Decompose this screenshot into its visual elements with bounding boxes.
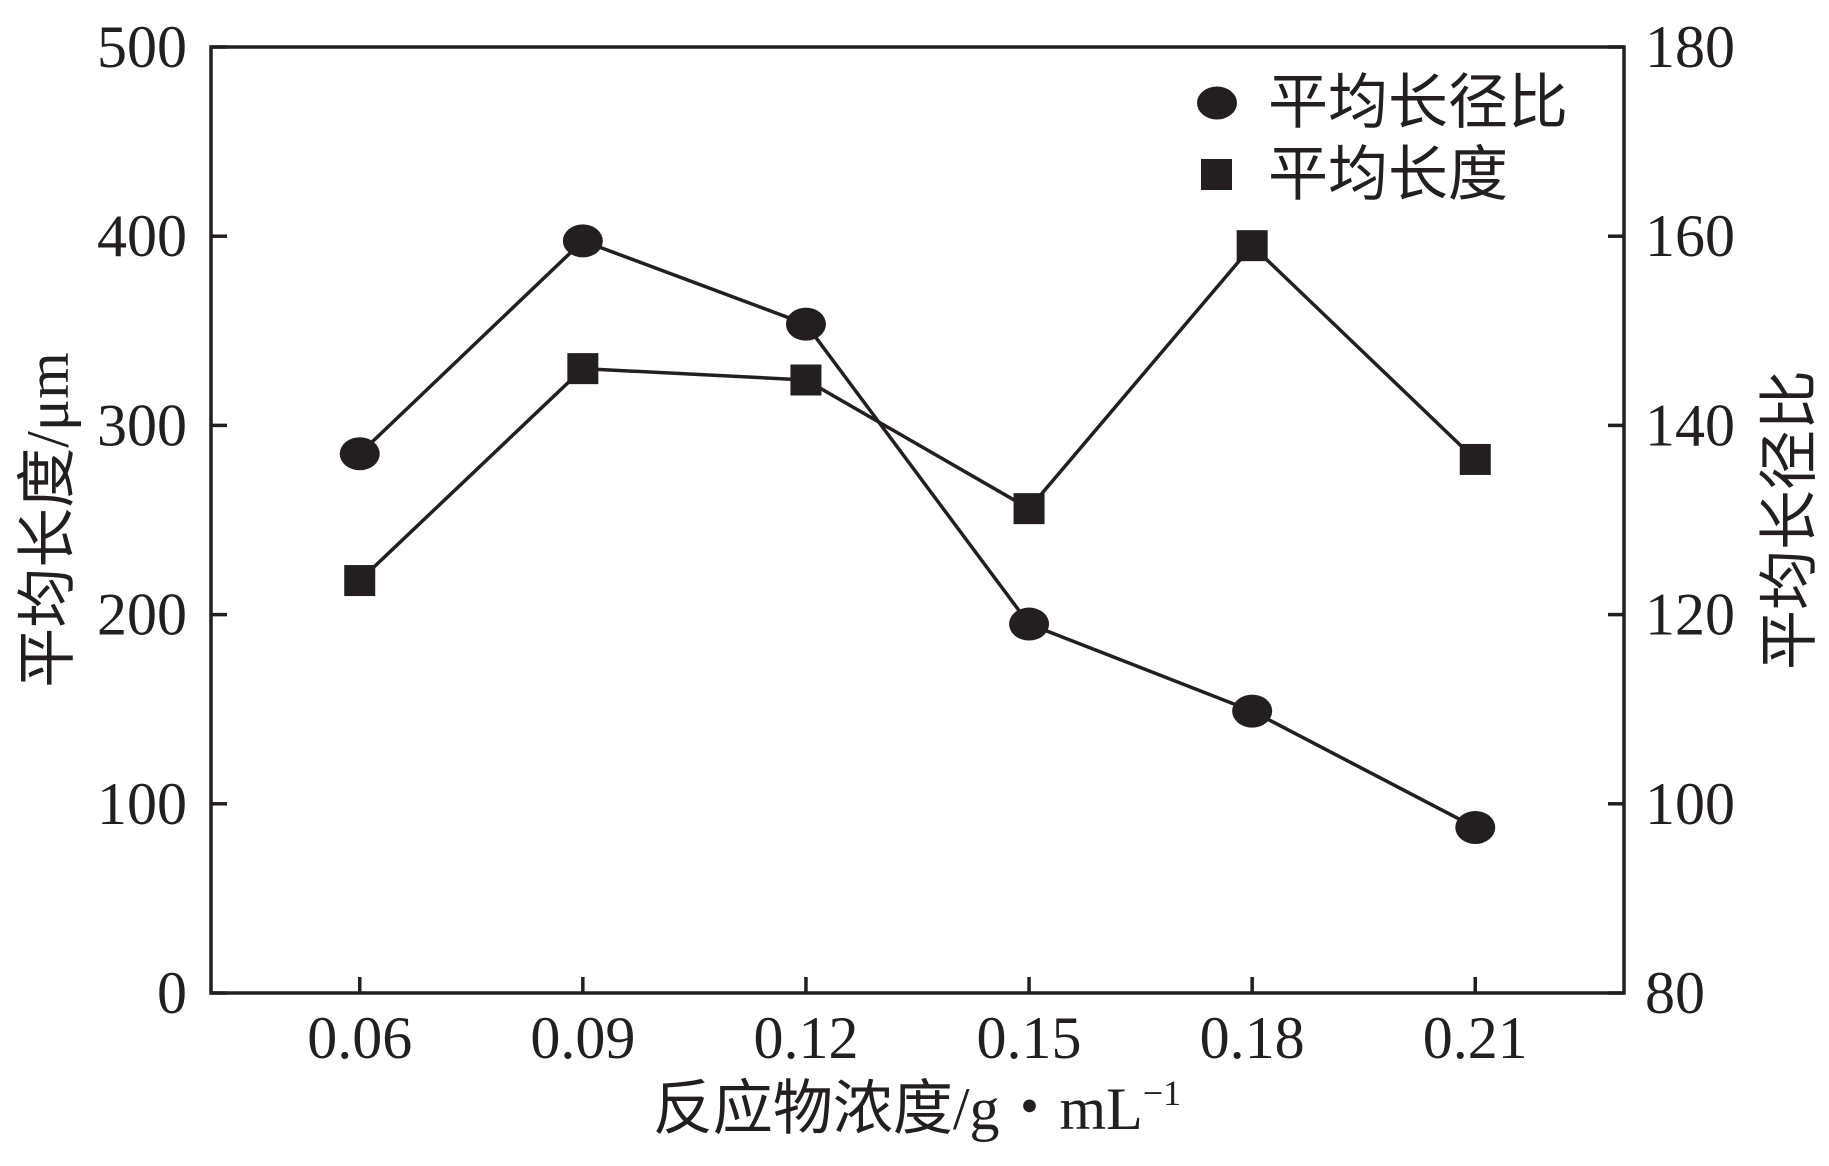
square-data-point (344, 565, 376, 597)
circle-data-point (1009, 607, 1050, 641)
square-data-point (1013, 493, 1045, 525)
y2-tick-label: 180 (1645, 14, 1735, 80)
plot-frame (209, 45, 1626, 995)
square-series-line (358, 243, 1477, 582)
y2-tick-label: 160 (1645, 203, 1735, 269)
circle-data-point (339, 437, 380, 471)
circle-data-point (1455, 810, 1496, 844)
square-data-point (567, 353, 599, 385)
square-data-point (1459, 443, 1491, 475)
square-data-point (1236, 230, 1268, 262)
y-tick-label: 100 (97, 771, 187, 837)
circle-data-point (1232, 694, 1273, 728)
x-axis-label: 反应物浓度/g・mL−1 (653, 1073, 1181, 1142)
axis-ticks: 0 100 200 300 400 500 80 100 120 140 160 180 0.06 0.0… (97, 14, 1735, 1071)
x-axis-label-text: 反应物浓度/g・mL (653, 1076, 1143, 1142)
x-tick-label: 0.15 (977, 1005, 1082, 1071)
circle-series-line (358, 239, 1477, 830)
x-tick-label: 0.21 (1423, 1005, 1528, 1071)
x-tick-label: 0.18 (1200, 1005, 1305, 1071)
legend-circle-marker (1197, 86, 1237, 120)
series-lines (358, 239, 1477, 830)
y2-tick-label: 120 (1645, 582, 1735, 648)
y-tick-label: 200 (97, 582, 187, 648)
legend: 平均长径比 平均长度 (1197, 70, 1568, 208)
legend-square-marker (1201, 159, 1232, 190)
square-data-point (790, 364, 822, 396)
y-tick-label: 500 (97, 14, 187, 80)
circle-data-point (785, 307, 826, 341)
series-markers (339, 224, 1496, 844)
y2-tick-label: 100 (1645, 771, 1735, 837)
x-tick-label: 0.09 (530, 1005, 635, 1071)
circle-data-point (562, 224, 603, 258)
legend-label: 平均长度 (1268, 142, 1508, 208)
y-tick-label: 0 (157, 960, 187, 1026)
y2-tick-label: 80 (1645, 960, 1705, 1026)
legend-label: 平均长径比 (1268, 70, 1568, 136)
y2-tick-label: 140 (1645, 392, 1735, 458)
y2-axis-label: 平均长径比 (1757, 370, 1823, 670)
y-axis-label: 平均长度/μm (15, 352, 81, 688)
x-tick-label: 0.12 (753, 1005, 858, 1071)
x-tick-label: 0.06 (307, 1005, 412, 1071)
y-tick-label: 300 (97, 392, 187, 458)
y-tick-label: 400 (97, 203, 187, 269)
x-axis-label-superscript: −1 (1143, 1073, 1181, 1113)
